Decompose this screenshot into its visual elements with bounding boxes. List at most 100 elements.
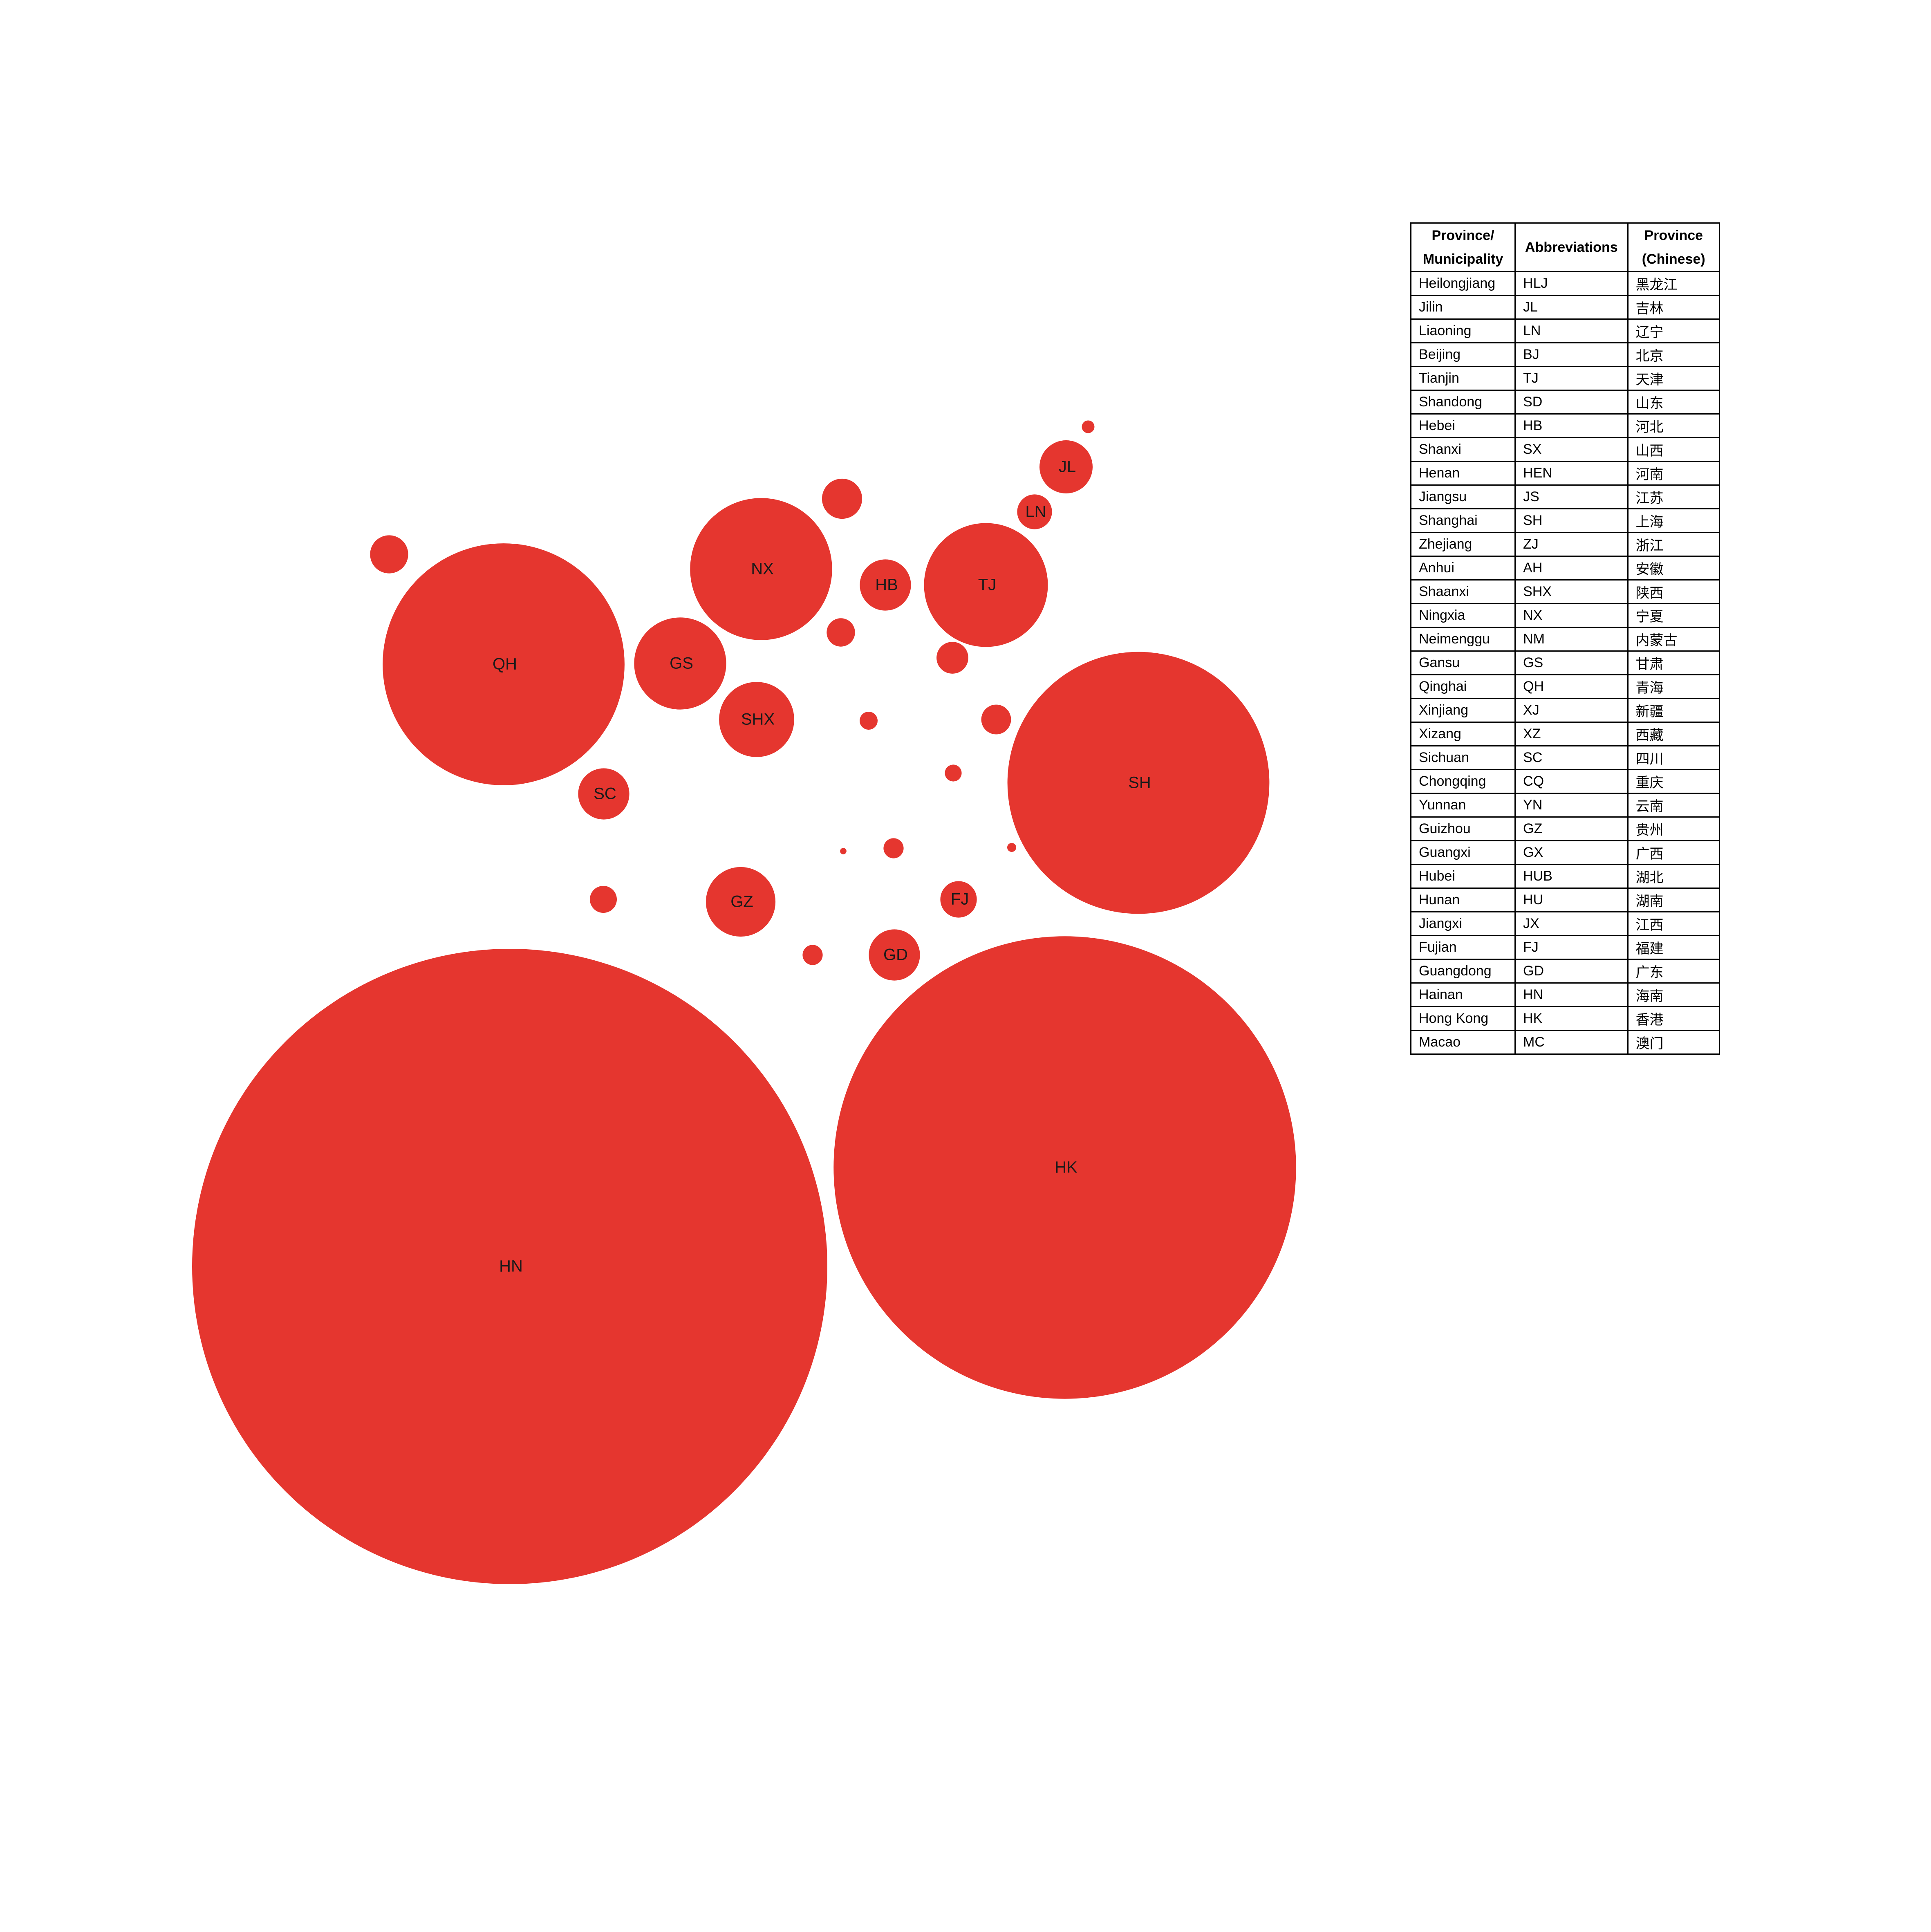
legend-chinese-name: 河南 [1627, 461, 1720, 486]
legend-abbreviation: NX [1514, 603, 1629, 628]
legend-chinese-name: 云南 [1627, 793, 1720, 818]
legend-chinese-name: 福建 [1627, 935, 1720, 960]
legend-province-name: Fujian [1410, 935, 1516, 960]
legend-abbreviation: SHX [1514, 579, 1629, 604]
bubble-unlabeled [860, 712, 878, 730]
legend-province-name: Hunan [1410, 888, 1516, 912]
legend-abbreviation: AH [1514, 556, 1629, 580]
legend-row: Jiangxi JX 江西 [1410, 911, 1720, 936]
bubble-shx [719, 682, 794, 757]
legend-row: Tianjin TJ 天津 [1410, 366, 1720, 391]
bubble-unlabeled [827, 618, 855, 647]
legend-chinese-name: 安徽 [1627, 556, 1720, 580]
bubble-qh [383, 543, 625, 785]
legend-abbreviation: JX [1514, 911, 1629, 936]
legend-abbreviation: GZ [1514, 816, 1629, 841]
bubble-gz [706, 867, 776, 937]
bubble-label-nx: NX [751, 560, 774, 578]
legend-province-name: Macao [1410, 1030, 1516, 1055]
legend-province-name: Beijing [1410, 342, 1516, 367]
bubble-label-ln: LN [1025, 503, 1046, 521]
legend-abbreviation: TJ [1514, 366, 1629, 391]
legend-province-name: Xizang [1410, 722, 1516, 746]
legend-body: Heilongjiang HLJ 黑龙江 Jilin JL 吉林 Liaoning LN 辽宁 B… [1410, 271, 1720, 1055]
legend-abbreviation: LN [1514, 318, 1629, 343]
bubble-label-gs: GS [670, 654, 693, 672]
legend-row: Guizhou GZ 贵州 [1410, 816, 1720, 841]
legend-row: Shanxi SX 山西 [1410, 437, 1720, 462]
legend-abbreviation: BJ [1514, 342, 1629, 367]
legend-province-name: Henan [1410, 461, 1516, 486]
legend-chinese-name: 四川 [1627, 745, 1720, 770]
legend-province-name: Xinjiang [1410, 698, 1516, 723]
bubble-label-gd: GD [883, 946, 908, 964]
bubble-gd [869, 929, 920, 981]
bubble-unlabeled [802, 945, 823, 965]
legend-chinese-name: 香港 [1627, 1006, 1720, 1031]
legend-row: Chongqing CQ 重庆 [1410, 769, 1720, 794]
legend-chinese-name: 浙江 [1627, 532, 1720, 557]
bubble-unlabeled [981, 704, 1011, 735]
legend-chinese-name: 湖南 [1627, 888, 1720, 912]
legend-province-name: Jiangxi [1410, 911, 1516, 936]
legend-row: Fujian FJ 福建 [1410, 935, 1720, 960]
legend-row: Hebei HB 河北 [1410, 413, 1720, 438]
legend-province-name: Shandong [1410, 390, 1516, 415]
bubble-unlabeled [883, 838, 904, 858]
legend-chinese-name: 山东 [1627, 390, 1720, 415]
legend-chinese-name: 湖北 [1627, 864, 1720, 889]
legend-abbreviation: FJ [1514, 935, 1629, 960]
legend-abbreviation: HN [1514, 982, 1629, 1007]
legend-abbreviation: SD [1514, 390, 1629, 415]
legend-province-name: Hainan [1410, 982, 1516, 1007]
legend-chinese-name: 黑龙江 [1627, 271, 1720, 296]
legend-abbreviation: HUB [1514, 864, 1629, 889]
legend-abbreviation: NM [1514, 627, 1629, 652]
legend-province-name: Sichuan [1410, 745, 1516, 770]
bubble-sc [578, 768, 629, 820]
legend-chinese-name: 山西 [1627, 437, 1720, 462]
legend-abbreviation: GX [1514, 840, 1629, 865]
legend-chinese-name: 辽宁 [1627, 318, 1720, 343]
legend-chinese-name: 甘肃 [1627, 650, 1720, 675]
legend-abbreviation: SX [1514, 437, 1629, 462]
legend-abbreviation: HB [1514, 413, 1629, 438]
bubble-unlabeled [840, 848, 847, 854]
legend-abbreviation: SC [1514, 745, 1629, 770]
legend-row: Xinjiang XJ 新疆 [1410, 698, 1720, 723]
legend-province-name: Ningxia [1410, 603, 1516, 628]
bubble-ln [1017, 494, 1052, 529]
bubble-tj [924, 523, 1048, 647]
bubble-unlabeled [370, 535, 408, 574]
legend-row: Macao MC 澳门 [1410, 1030, 1720, 1055]
legend-row: Shaanxi SHX 陕西 [1410, 579, 1720, 604]
legend-abbreviation: CQ [1514, 769, 1629, 794]
legend-abbreviation: QH [1514, 674, 1629, 699]
bubble-label-jl: JL [1059, 458, 1076, 476]
legend-province-name: Anhui [1410, 556, 1516, 580]
legend-chinese-name: 内蒙古 [1627, 627, 1720, 652]
legend-row: Xizang XZ 西藏 [1410, 722, 1720, 746]
legend-province-name: Hong Kong [1410, 1006, 1516, 1031]
legend-row: Guangdong GD 广东 [1410, 959, 1720, 984]
legend-row: Shandong SD 山东 [1410, 390, 1720, 415]
legend-province-name: Hebei [1410, 413, 1516, 438]
legend-row: Anhui AH 安徽 [1410, 556, 1720, 580]
bubble-hb [860, 559, 911, 611]
legend-abbreviation: JS [1514, 484, 1629, 509]
bubble-label-qh: QH [493, 655, 517, 673]
bubble-label-hb: HB [875, 576, 898, 594]
legend-province-name: Liaoning [1410, 318, 1516, 343]
bubble-unlabeled [945, 764, 962, 782]
legend-chinese-name: 广西 [1627, 840, 1720, 865]
legend-row: Jilin JL 吉林 [1410, 295, 1720, 320]
legend-province-name: Hubei [1410, 864, 1516, 889]
legend-province-name: Tianjin [1410, 366, 1516, 391]
legend-chinese-name: 青海 [1627, 674, 1720, 699]
legend-province-name: Shanghai [1410, 508, 1516, 533]
legend-chinese-name: 吉林 [1627, 295, 1720, 320]
legend-abbreviation: YN [1514, 793, 1629, 818]
legend-province-name: Shanxi [1410, 437, 1516, 462]
bubble-unlabeled [936, 642, 968, 674]
legend-chinese-name: 贵州 [1627, 816, 1720, 841]
